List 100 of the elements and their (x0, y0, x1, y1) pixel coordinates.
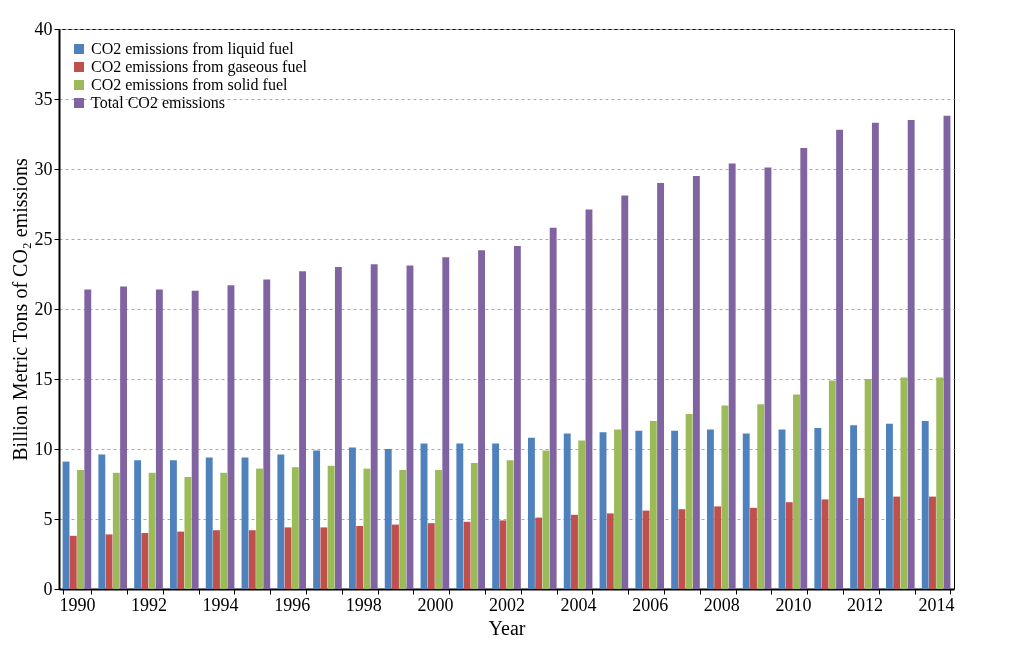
bar (642, 510, 650, 589)
bar (793, 394, 800, 589)
bar (213, 530, 220, 589)
y-tick-label: 0 (43, 578, 53, 599)
bar (828, 380, 836, 589)
bar (427, 523, 435, 589)
bar (685, 414, 693, 589)
bar (728, 163, 736, 589)
x-axis-title: Year (488, 616, 526, 639)
bar (499, 520, 507, 589)
x-tick-label: 1990 (59, 594, 96, 615)
bar (635, 430, 643, 589)
bar (814, 428, 822, 589)
bar (392, 524, 399, 589)
bar (277, 454, 285, 589)
bar (513, 246, 521, 589)
bar (399, 470, 407, 589)
bar (291, 467, 299, 589)
bar (320, 527, 328, 589)
bar (671, 430, 679, 589)
bar (169, 460, 177, 589)
legend-label: Total CO2 emissions (91, 94, 225, 111)
bar (836, 129, 844, 589)
bar (714, 506, 722, 589)
x-tick-label: 2002 (489, 594, 525, 615)
bar (248, 530, 256, 589)
bar (864, 379, 872, 589)
bar (284, 527, 292, 589)
bar (692, 176, 700, 589)
bar (177, 531, 185, 589)
bar (936, 377, 944, 589)
bar (527, 437, 535, 589)
bar (893, 496, 901, 589)
bar (148, 472, 156, 589)
bar (313, 450, 321, 589)
bar (885, 423, 893, 589)
bar (800, 148, 808, 589)
bar (606, 513, 614, 589)
y-tick-label: 15 (34, 368, 53, 389)
x-tick-label: 2010 (775, 594, 812, 615)
bar (621, 195, 629, 589)
x-tick-label: 2012 (847, 594, 883, 615)
y-tick-label: 5 (43, 508, 53, 529)
y-tick-label: 40 (34, 18, 53, 39)
bar (900, 377, 908, 589)
bar (535, 517, 543, 589)
bar (657, 183, 665, 589)
bar (506, 460, 514, 589)
bar (678, 509, 686, 589)
bar (120, 286, 128, 589)
bar (929, 496, 936, 589)
bar (549, 227, 557, 589)
bar (334, 267, 342, 589)
bar (478, 250, 486, 589)
y-axis-title: Billion Metric Tons of CO₂ emissions (8, 158, 31, 461)
bar (850, 425, 858, 589)
bar (155, 289, 163, 589)
bar (907, 120, 915, 589)
bar (757, 404, 765, 589)
bar (435, 470, 442, 589)
bar (69, 535, 77, 589)
y-tick-label: 30 (34, 158, 53, 179)
legend-label: CO2 emissions from liquid fuel (91, 40, 295, 58)
bar (649, 421, 657, 589)
bar (256, 468, 263, 589)
bar (785, 502, 793, 589)
bar (205, 457, 213, 589)
bar (384, 449, 392, 589)
bar (742, 433, 750, 589)
bar (456, 443, 464, 589)
bar (463, 521, 471, 589)
bar (348, 447, 356, 589)
bar (614, 429, 621, 589)
bar (578, 440, 586, 589)
x-tick-label: 2014 (918, 594, 955, 615)
bar (84, 289, 92, 589)
x-tick-label: 1992 (131, 594, 167, 615)
bar (821, 499, 829, 589)
bar (571, 514, 578, 589)
x-tick-label: 1998 (345, 594, 382, 615)
x-tick-label: 1994 (202, 594, 239, 615)
bar (857, 498, 865, 589)
legend-label: CO2 emissions from gaseous fuel (91, 58, 308, 76)
y-tick-label: 10 (34, 438, 53, 459)
bar (492, 443, 500, 589)
bar (191, 290, 199, 589)
bar (470, 463, 478, 589)
y-tick-label: 25 (34, 228, 53, 249)
bar (299, 271, 307, 589)
bar (327, 465, 335, 589)
bar (706, 429, 714, 589)
bar (112, 472, 120, 589)
bar (263, 279, 271, 589)
bar (921, 421, 929, 589)
bar (220, 472, 228, 589)
x-tick-label: 2006 (632, 594, 669, 615)
bar (363, 468, 371, 589)
x-tick-label: 2004 (560, 594, 597, 615)
y-tick-label: 20 (34, 298, 53, 319)
x-tick-label: 2008 (703, 594, 740, 615)
